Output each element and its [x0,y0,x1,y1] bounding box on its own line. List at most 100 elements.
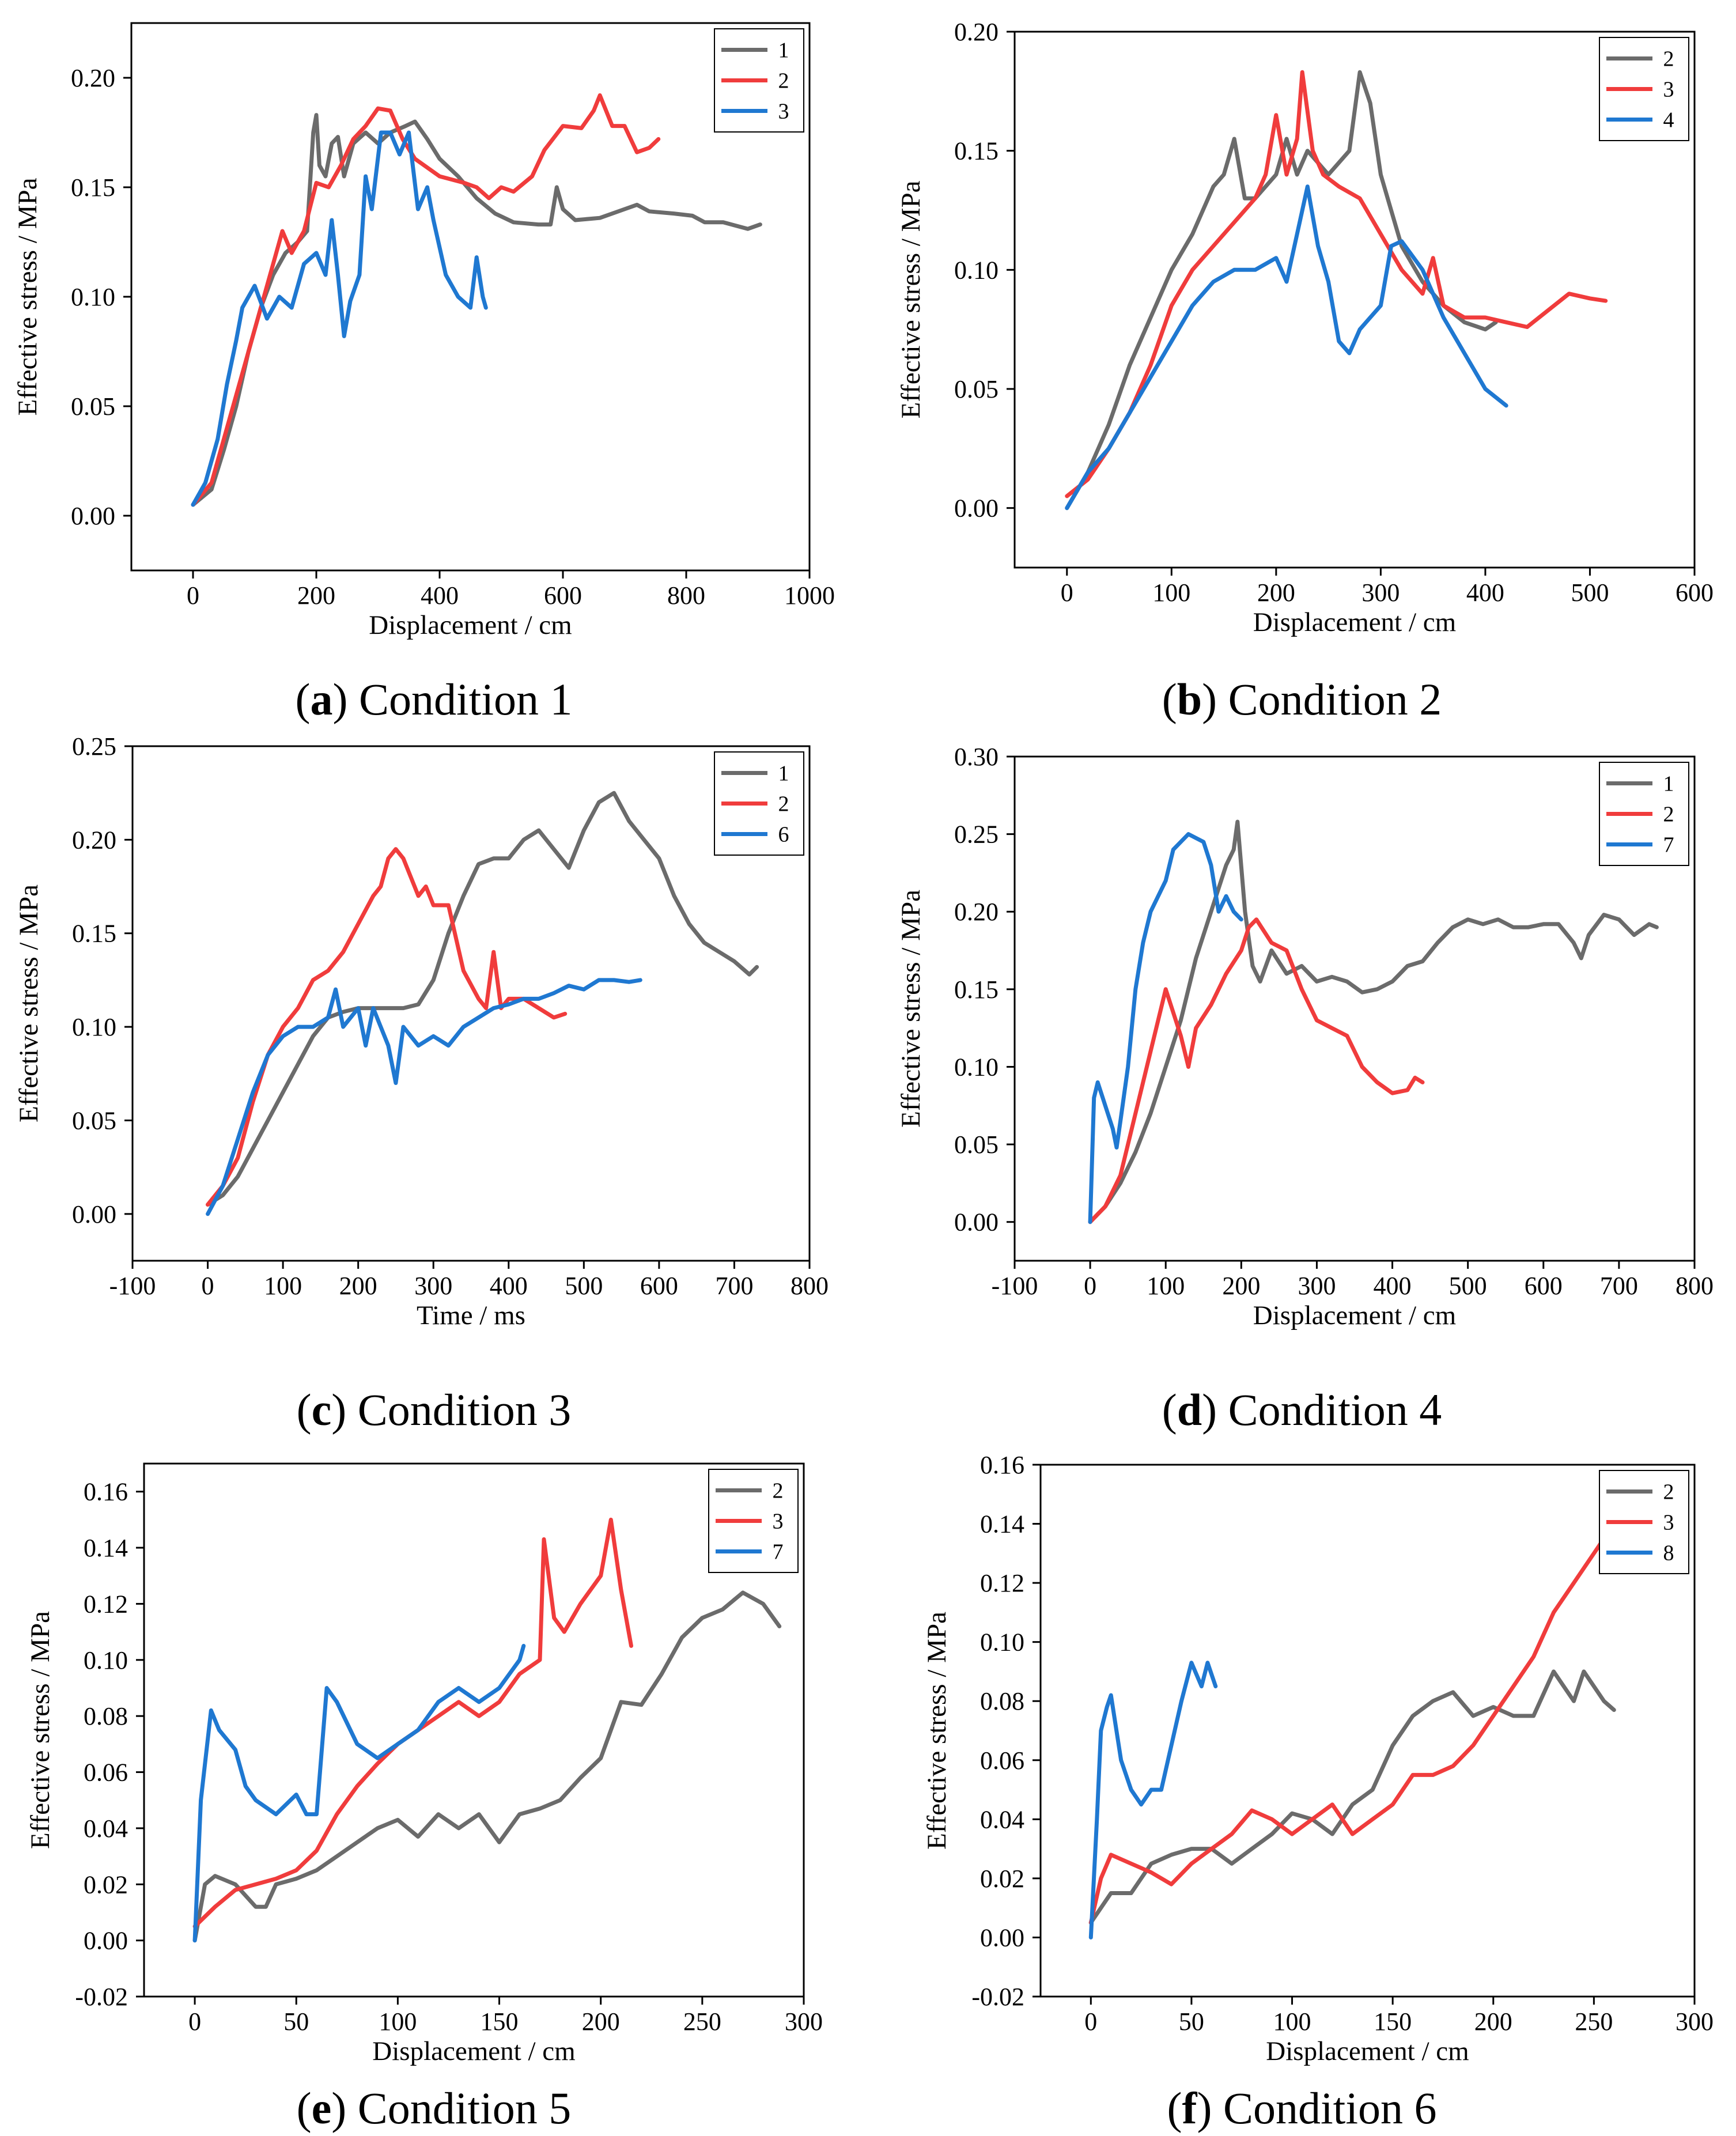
x-tick-label: 250 [683,2008,721,2036]
caption-b: (b) Condition 2 [1162,674,1442,724]
series-line-7 [192,1643,526,1943]
chart-c-svg: -100 0 100 200 300 400 500 600 700 800 0.00 0.05 0.1… [14,732,829,1330]
panel-e: 0 50 100 150 200 250 300 -0.02 0.00 0.02 0.04 0.06 0… [0,1429,868,2136]
series-line-7 [1088,832,1243,1224]
x-tick-label: 400 [1466,579,1504,607]
y-tick-label: 0.00 [980,1923,1024,1952]
x-tick-label: 300 [414,1272,452,1300]
y-tick-label: 0.30 [954,743,999,771]
y-tick-label: 0.06 [84,1759,128,1787]
x-tick-label: 1000 [784,581,835,610]
y-axis-title: Effective stress / MPa [25,1611,55,1849]
series-line-4 [1065,184,1508,511]
legend-label-3: 3 [1663,78,1674,102]
x-axis-title: Displacement / cm [1253,607,1456,637]
x-tick-label: 100 [1273,2008,1311,2036]
series-line-3 [1065,70,1608,498]
x-tick-label: 200 [1257,579,1295,607]
x-tick-label: 600 [1676,579,1714,607]
chart-f-svg: 0 50 100 150 200 250 300 -0.02 0.00 0.02 0.04 0.06 0… [922,1451,1714,2066]
x-tick-label: -100 [109,1272,156,1300]
y-tick-label: 0.10 [84,1646,128,1674]
legend-label-2: 2 [1663,803,1674,827]
panel-f: 0 50 100 150 200 250 300 -0.02 0.00 0.02 0.04 0.06 0… [868,1429,1736,2136]
y-axis-title: Effective stress / MPa [896,180,926,418]
caption-b-letter: b [1177,674,1202,724]
y-axis-title: Effective stress / MPa [14,884,44,1122]
x-tick-label: 300 [785,2008,823,2036]
y-tick-label: 0.12 [980,1569,1024,1597]
y-tick-label: 0.00 [71,502,115,530]
y-tick-label: 0.04 [980,1805,1024,1833]
plot-frame [1013,31,1696,569]
legend-label-6: 6 [778,823,789,847]
x-tick-label: 200 [582,2008,620,2036]
y-tick-label: 0.14 [84,1534,128,1562]
x-tick-label: 0 [202,1272,214,1300]
y-tick-label: 0.12 [84,1590,128,1618]
y-tick-label: 0.15 [954,137,999,165]
chart-a-svg: 0 200 400 600 800 1000 0.00 0.05 0.10 0.15 0.20 Dis… [13,22,835,640]
legend-label-4: 4 [1663,108,1674,133]
legend-label-1: 1 [1663,772,1674,796]
x-tick-label: 150 [481,2008,519,2036]
y-tick-label: 0.25 [72,732,116,761]
x-tick-label: 600 [544,581,582,610]
x-tick-label: 400 [1374,1272,1412,1300]
y-tick-label: 0.16 [84,1478,128,1506]
x-tick-label: 300 [1361,579,1400,607]
legend-label-2: 2 [1663,47,1674,71]
x-axis-title: Displacement / cm [1266,2036,1469,2066]
y-tick-label: 0.10 [71,283,115,311]
y-tick-label: 0.20 [71,64,115,92]
caption-a-letter: a [310,674,333,724]
caption-e: (e) Condition 5 [296,2083,572,2133]
legend-label-1: 1 [778,762,789,786]
x-tick-label: 200 [1222,1272,1260,1300]
plot-frame [131,745,811,1262]
x-tick-label: 700 [1600,1272,1638,1300]
series-line-3 [191,130,488,507]
series-line-2 [1088,917,1425,1224]
legend-label-7: 7 [773,1540,784,1564]
x-tick-label: 150 [1374,2008,1412,2036]
series-line-2 [206,847,568,1207]
y-tick-label: 0.05 [71,392,115,421]
y-tick-label: 0.06 [980,1746,1024,1775]
y-tick-label: 0.08 [980,1687,1024,1715]
caption-f-text: Condition 6 [1223,2083,1437,2133]
y-tick-label: -0.02 [75,1983,128,2011]
x-tick-label: 500 [565,1272,603,1300]
series-line-8 [1088,1661,1218,1940]
y-tick-label: 0.05 [72,1106,116,1135]
y-tick-label: 0.10 [980,1628,1024,1657]
x-tick-label: 50 [1179,2008,1204,2036]
x-axis-title: Time / ms [417,1300,525,1330]
series-line-2 [192,1590,782,1943]
x-tick-label: 500 [1449,1272,1487,1300]
caption-c-letter: c [311,1385,332,1435]
series-line-2 [1088,1669,1616,1925]
y-tick-label: 0.08 [84,1702,128,1730]
legend-label-3: 3 [778,100,789,124]
x-tick-label: 300 [1298,1272,1336,1300]
series-line-3 [1088,1522,1616,1925]
legend-label-3: 3 [773,1510,784,1534]
panel-a: 0 200 400 600 800 1000 0.00 0.05 0.10 0.15 0.20 Dis… [0,0,868,722]
x-tick-label: 400 [490,1272,528,1300]
y-tick-label: 0.20 [954,18,999,46]
y-tick-label: 0.05 [954,1131,999,1159]
series-line-1 [1088,819,1659,1224]
y-tick-label: 0.25 [954,821,999,849]
x-axis-title: Displacement / cm [372,2036,575,2066]
x-tick-label: 100 [1152,579,1190,607]
x-tick-label: 500 [1571,579,1609,607]
y-axis-title: Effective stress / MPa [922,1612,952,1850]
x-tick-label: 0 [1061,579,1073,607]
x-tick-label: 600 [1525,1272,1563,1300]
series-line-1 [191,113,762,507]
x-tick-label: -100 [992,1272,1038,1300]
chart-e-svg: 0 50 100 150 200 250 300 -0.02 0.00 0.02 0.04 0.06 0… [25,1462,823,2066]
y-axis-title: Effective stress / MPa [13,177,43,415]
panel-d: -100 0 100 200 300 400 500 600 700 800 0.00 0.05 0.1… [868,722,1736,1432]
